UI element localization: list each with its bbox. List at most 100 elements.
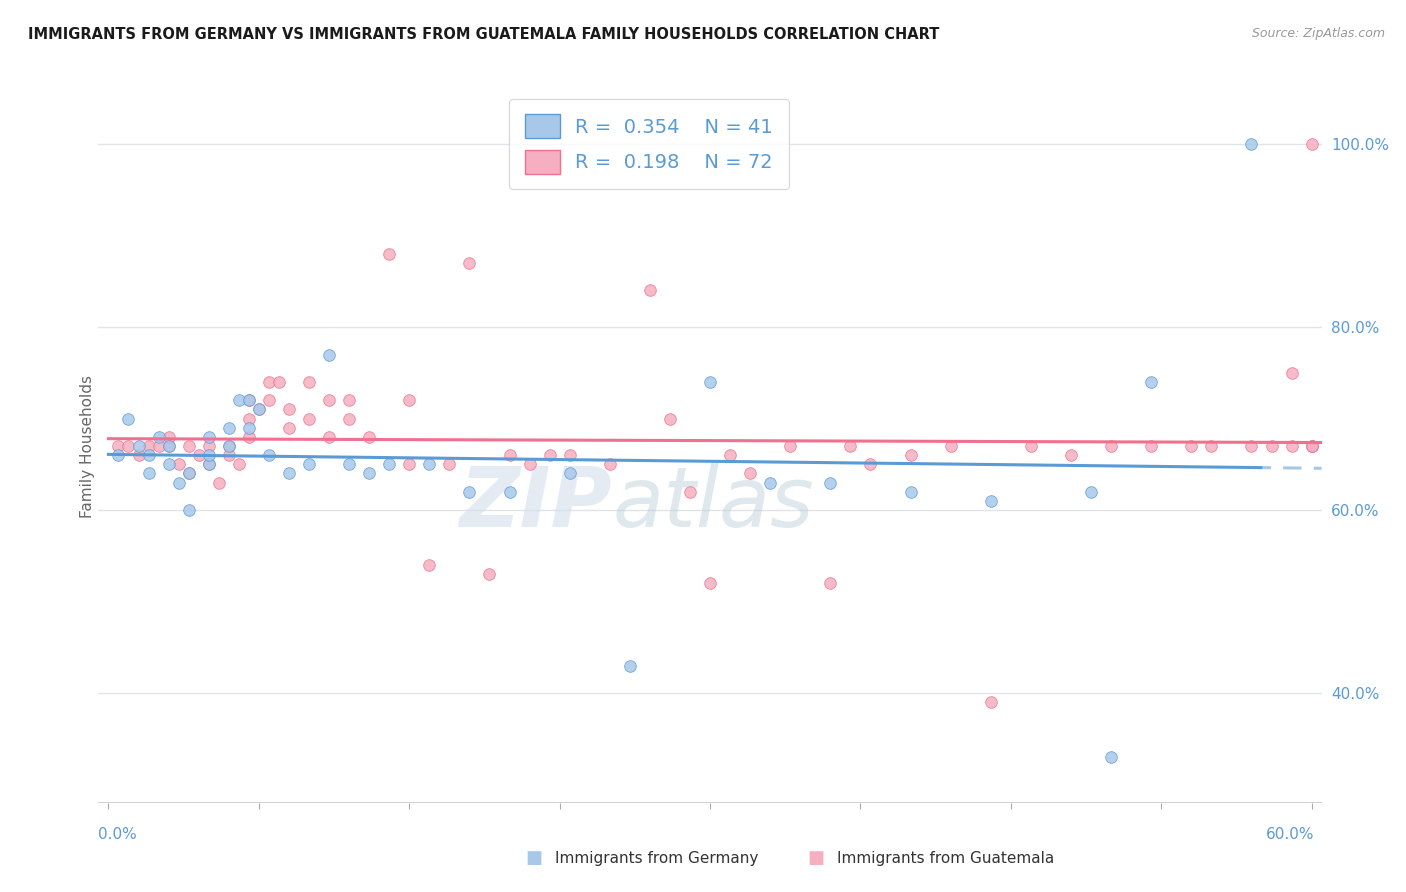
Point bbox=[679, 484, 702, 499]
Point bbox=[197, 458, 219, 472]
Point bbox=[699, 576, 721, 591]
Point bbox=[107, 448, 129, 462]
Point bbox=[820, 475, 842, 490]
Point bbox=[148, 439, 170, 453]
Point bbox=[218, 439, 240, 453]
Point bbox=[759, 475, 782, 490]
Point bbox=[157, 439, 180, 453]
Point bbox=[398, 458, 420, 472]
Point bbox=[197, 430, 219, 444]
Point bbox=[558, 467, 581, 481]
Point bbox=[238, 411, 260, 425]
Point bbox=[247, 402, 270, 417]
Point bbox=[458, 484, 481, 499]
Point bbox=[257, 375, 280, 389]
Point bbox=[1240, 439, 1263, 453]
Point bbox=[318, 430, 340, 444]
Point bbox=[197, 448, 219, 462]
Point bbox=[1140, 439, 1163, 453]
Point bbox=[128, 439, 150, 453]
Point bbox=[277, 402, 299, 417]
Point bbox=[157, 439, 180, 453]
Point bbox=[1180, 439, 1202, 453]
Point bbox=[1301, 137, 1323, 152]
Point bbox=[267, 375, 290, 389]
Point bbox=[718, 448, 741, 462]
Point bbox=[177, 467, 200, 481]
Point bbox=[107, 439, 129, 453]
Point bbox=[1281, 439, 1303, 453]
Point bbox=[238, 393, 260, 408]
Point bbox=[1240, 137, 1263, 152]
Point bbox=[439, 458, 461, 472]
Point bbox=[208, 475, 231, 490]
Point bbox=[1140, 375, 1163, 389]
Point bbox=[238, 430, 260, 444]
Point bbox=[187, 448, 209, 462]
Point bbox=[277, 467, 299, 481]
Point bbox=[1019, 439, 1042, 453]
Point bbox=[117, 439, 139, 453]
Point bbox=[197, 458, 219, 472]
Point bbox=[218, 439, 240, 453]
Point bbox=[1201, 439, 1223, 453]
Legend: R =  0.354    N = 41, R =  0.198    N = 72: R = 0.354 N = 41, R = 0.198 N = 72 bbox=[509, 99, 789, 189]
Point bbox=[558, 448, 581, 462]
Text: IMMIGRANTS FROM GERMANY VS IMMIGRANTS FROM GUATEMALA FAMILY HOUSEHOLDS CORRELATI: IMMIGRANTS FROM GERMANY VS IMMIGRANTS FR… bbox=[28, 27, 939, 42]
Point bbox=[1099, 750, 1122, 764]
Point bbox=[218, 420, 240, 434]
Point bbox=[359, 467, 381, 481]
Point bbox=[238, 420, 260, 434]
Point bbox=[337, 458, 360, 472]
Point bbox=[418, 458, 440, 472]
Point bbox=[167, 458, 190, 472]
Point bbox=[148, 430, 170, 444]
Point bbox=[458, 256, 481, 270]
Point bbox=[228, 458, 250, 472]
Point bbox=[197, 439, 219, 453]
Point bbox=[478, 567, 501, 582]
Point bbox=[117, 411, 139, 425]
Point bbox=[1099, 439, 1122, 453]
Point bbox=[138, 448, 160, 462]
Point bbox=[980, 494, 1002, 508]
Point bbox=[277, 420, 299, 434]
Point bbox=[359, 430, 381, 444]
Point bbox=[157, 430, 180, 444]
Text: Immigrants from Guatemala: Immigrants from Guatemala bbox=[837, 851, 1054, 865]
Point bbox=[167, 475, 190, 490]
Point bbox=[378, 247, 401, 261]
Point bbox=[900, 484, 922, 499]
Point bbox=[740, 467, 762, 481]
Point bbox=[177, 439, 200, 453]
Point bbox=[398, 393, 420, 408]
Point bbox=[418, 558, 440, 572]
Point bbox=[257, 393, 280, 408]
Text: ■: ■ bbox=[807, 849, 824, 867]
Point bbox=[498, 448, 520, 462]
Point bbox=[318, 393, 340, 408]
Point bbox=[298, 458, 321, 472]
Point bbox=[619, 658, 641, 673]
Point bbox=[318, 347, 340, 361]
Point bbox=[519, 458, 541, 472]
Point bbox=[337, 411, 360, 425]
Text: atlas: atlas bbox=[612, 463, 814, 543]
Point bbox=[839, 439, 862, 453]
Point bbox=[337, 393, 360, 408]
Text: Immigrants from Germany: Immigrants from Germany bbox=[555, 851, 759, 865]
Text: 60.0%: 60.0% bbox=[1267, 827, 1315, 841]
Point bbox=[498, 484, 520, 499]
Point bbox=[1060, 448, 1083, 462]
Point bbox=[257, 448, 280, 462]
Point bbox=[247, 402, 270, 417]
Point bbox=[699, 375, 721, 389]
Point bbox=[177, 503, 200, 517]
Point bbox=[599, 458, 621, 472]
Point bbox=[1281, 366, 1303, 380]
Point bbox=[859, 458, 882, 472]
Point bbox=[658, 411, 681, 425]
Point bbox=[138, 467, 160, 481]
Point bbox=[1301, 439, 1323, 453]
Point bbox=[900, 448, 922, 462]
